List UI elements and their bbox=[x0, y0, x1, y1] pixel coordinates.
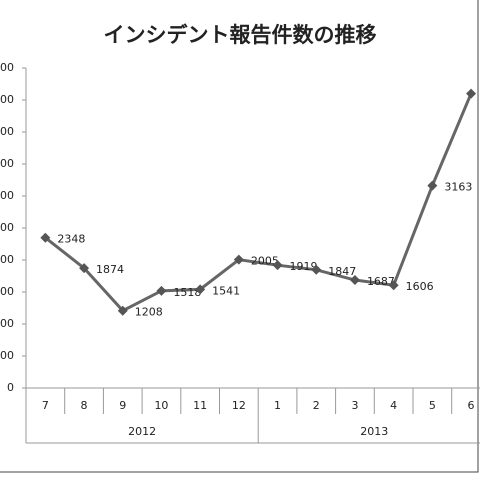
x-group-label: 2012 bbox=[128, 425, 156, 438]
y-tick-label: 3500 bbox=[0, 157, 14, 170]
data-label: 1606 bbox=[406, 280, 434, 293]
y-tick-label: 4500 bbox=[0, 93, 14, 106]
x-tick-label: 10 bbox=[154, 399, 168, 412]
data-line bbox=[44, 93, 473, 313]
y-tick-label: 0 bbox=[7, 381, 14, 394]
y-tick-label: 2500 bbox=[0, 221, 14, 234]
x-tick-label: 12 bbox=[232, 399, 246, 412]
x-group-label: 2013 bbox=[360, 425, 388, 438]
data-point bbox=[388, 280, 399, 291]
data-point bbox=[466, 88, 477, 99]
data-point bbox=[272, 260, 283, 271]
data-point bbox=[233, 254, 244, 265]
chart-title: インシデント報告件数の推移 bbox=[104, 23, 377, 47]
x-tick-label: 8 bbox=[81, 399, 88, 412]
y-tick-label: 1500 bbox=[0, 285, 14, 298]
data-label: 1208 bbox=[135, 306, 163, 319]
y-tick-label: 3000 bbox=[0, 189, 14, 202]
data-point bbox=[349, 275, 360, 286]
data-label: 1541 bbox=[212, 284, 240, 297]
x-tick-label: 2 bbox=[313, 399, 320, 412]
x-tick-label: 5 bbox=[429, 399, 436, 412]
data-label: 1874 bbox=[96, 263, 124, 276]
data-label: 2348 bbox=[57, 233, 85, 246]
data-label: 3163 bbox=[444, 181, 472, 194]
data-point bbox=[79, 263, 90, 274]
x-tick-label: 9 bbox=[119, 399, 126, 412]
data-point bbox=[427, 180, 438, 191]
data-point bbox=[156, 285, 167, 296]
data-label: 2005 bbox=[251, 255, 279, 268]
y-tick-label: 5000 bbox=[0, 61, 14, 74]
x-tick-label: 4 bbox=[390, 399, 397, 412]
data-label: 1847 bbox=[328, 265, 356, 278]
y-tick-label: 2000 bbox=[0, 253, 14, 266]
y-tick-label: 1000 bbox=[0, 317, 14, 330]
x-tick-label: 3 bbox=[351, 399, 358, 412]
x-tick-label: 1 bbox=[274, 399, 281, 412]
x-tick-label: 11 bbox=[193, 399, 207, 412]
data-point bbox=[117, 305, 128, 316]
data-label: 1518 bbox=[173, 286, 201, 299]
data-label: 1919 bbox=[290, 260, 318, 273]
data-point bbox=[195, 284, 206, 295]
x-tick-label: 6 bbox=[468, 399, 475, 412]
x-tick-label: 7 bbox=[42, 399, 49, 412]
data-point bbox=[40, 232, 51, 243]
data-point bbox=[311, 264, 322, 275]
y-tick-label: 500 bbox=[0, 349, 14, 362]
y-tick-label: 4000 bbox=[0, 125, 14, 138]
data-label: 1687 bbox=[367, 275, 395, 288]
